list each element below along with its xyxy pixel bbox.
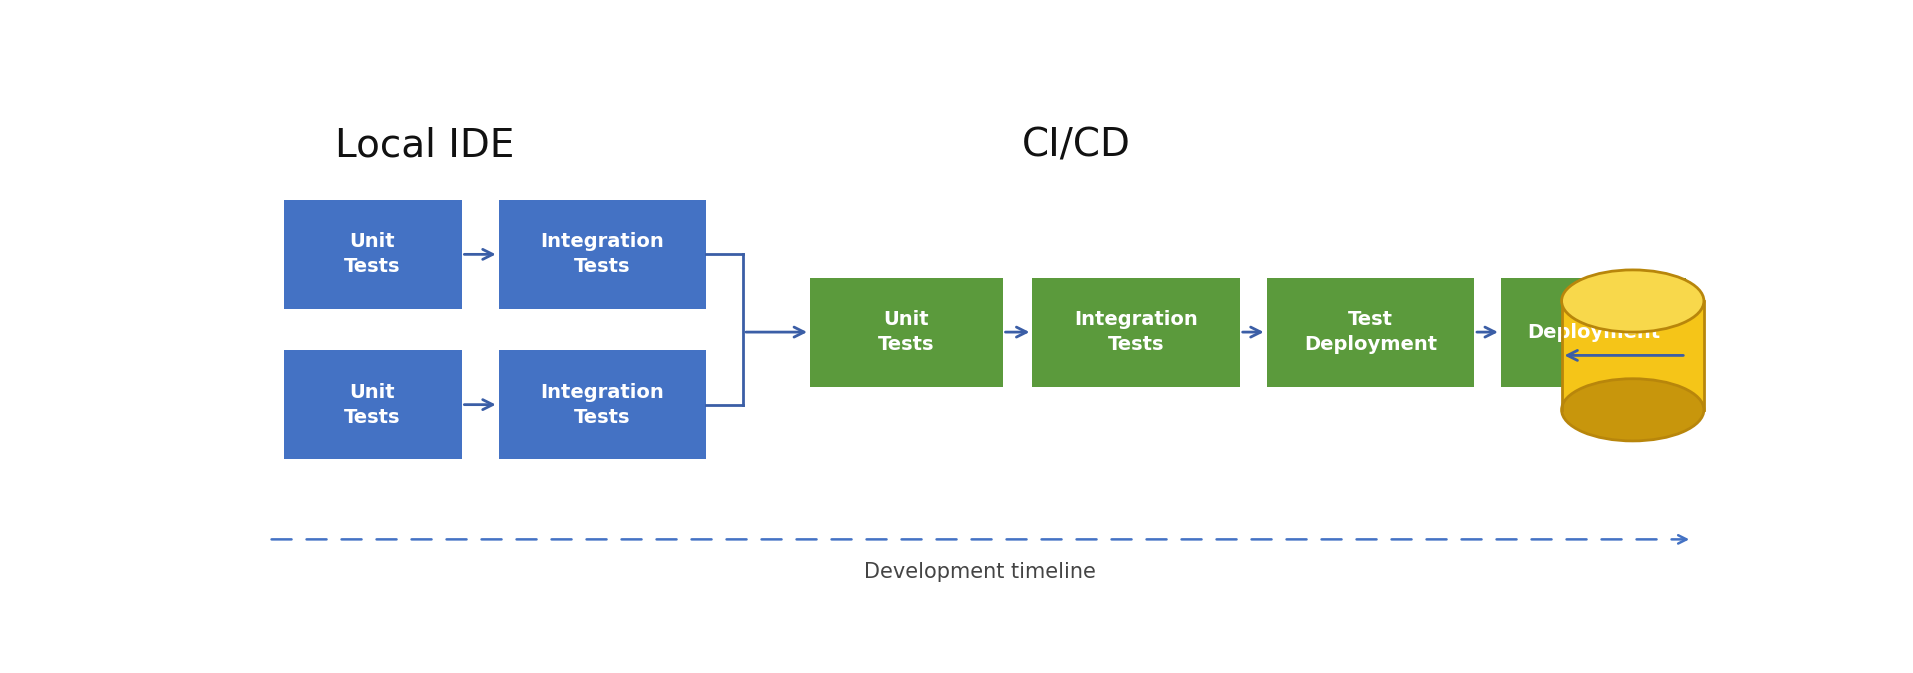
- Text: Test
Deployment: Test Deployment: [1305, 310, 1437, 354]
- Text: Deployment: Deployment: [1527, 322, 1660, 342]
- FancyBboxPatch shape: [499, 350, 706, 459]
- FancyBboxPatch shape: [1033, 278, 1240, 386]
- Text: Unit
Tests: Unit Tests: [344, 232, 402, 277]
- Text: Unit
Tests: Unit Tests: [878, 310, 935, 354]
- Text: Integration
Tests: Integration Tests: [541, 383, 664, 427]
- Text: Unit
Tests: Unit Tests: [344, 383, 402, 427]
- FancyBboxPatch shape: [809, 278, 1002, 386]
- FancyBboxPatch shape: [499, 200, 706, 309]
- FancyBboxPatch shape: [283, 200, 461, 309]
- FancyBboxPatch shape: [283, 350, 461, 459]
- Text: Local IDE: Local IDE: [335, 127, 515, 164]
- FancyBboxPatch shape: [1266, 278, 1475, 386]
- Text: Integration
Tests: Integration Tests: [541, 232, 664, 277]
- Polygon shape: [1561, 301, 1704, 410]
- Ellipse shape: [1561, 379, 1704, 441]
- Ellipse shape: [1561, 270, 1704, 332]
- Text: Integration
Tests: Integration Tests: [1075, 310, 1198, 354]
- Text: CI/CD: CI/CD: [1022, 127, 1131, 164]
- Text: Development timeline: Development timeline: [865, 562, 1096, 582]
- FancyBboxPatch shape: [1502, 278, 1685, 386]
